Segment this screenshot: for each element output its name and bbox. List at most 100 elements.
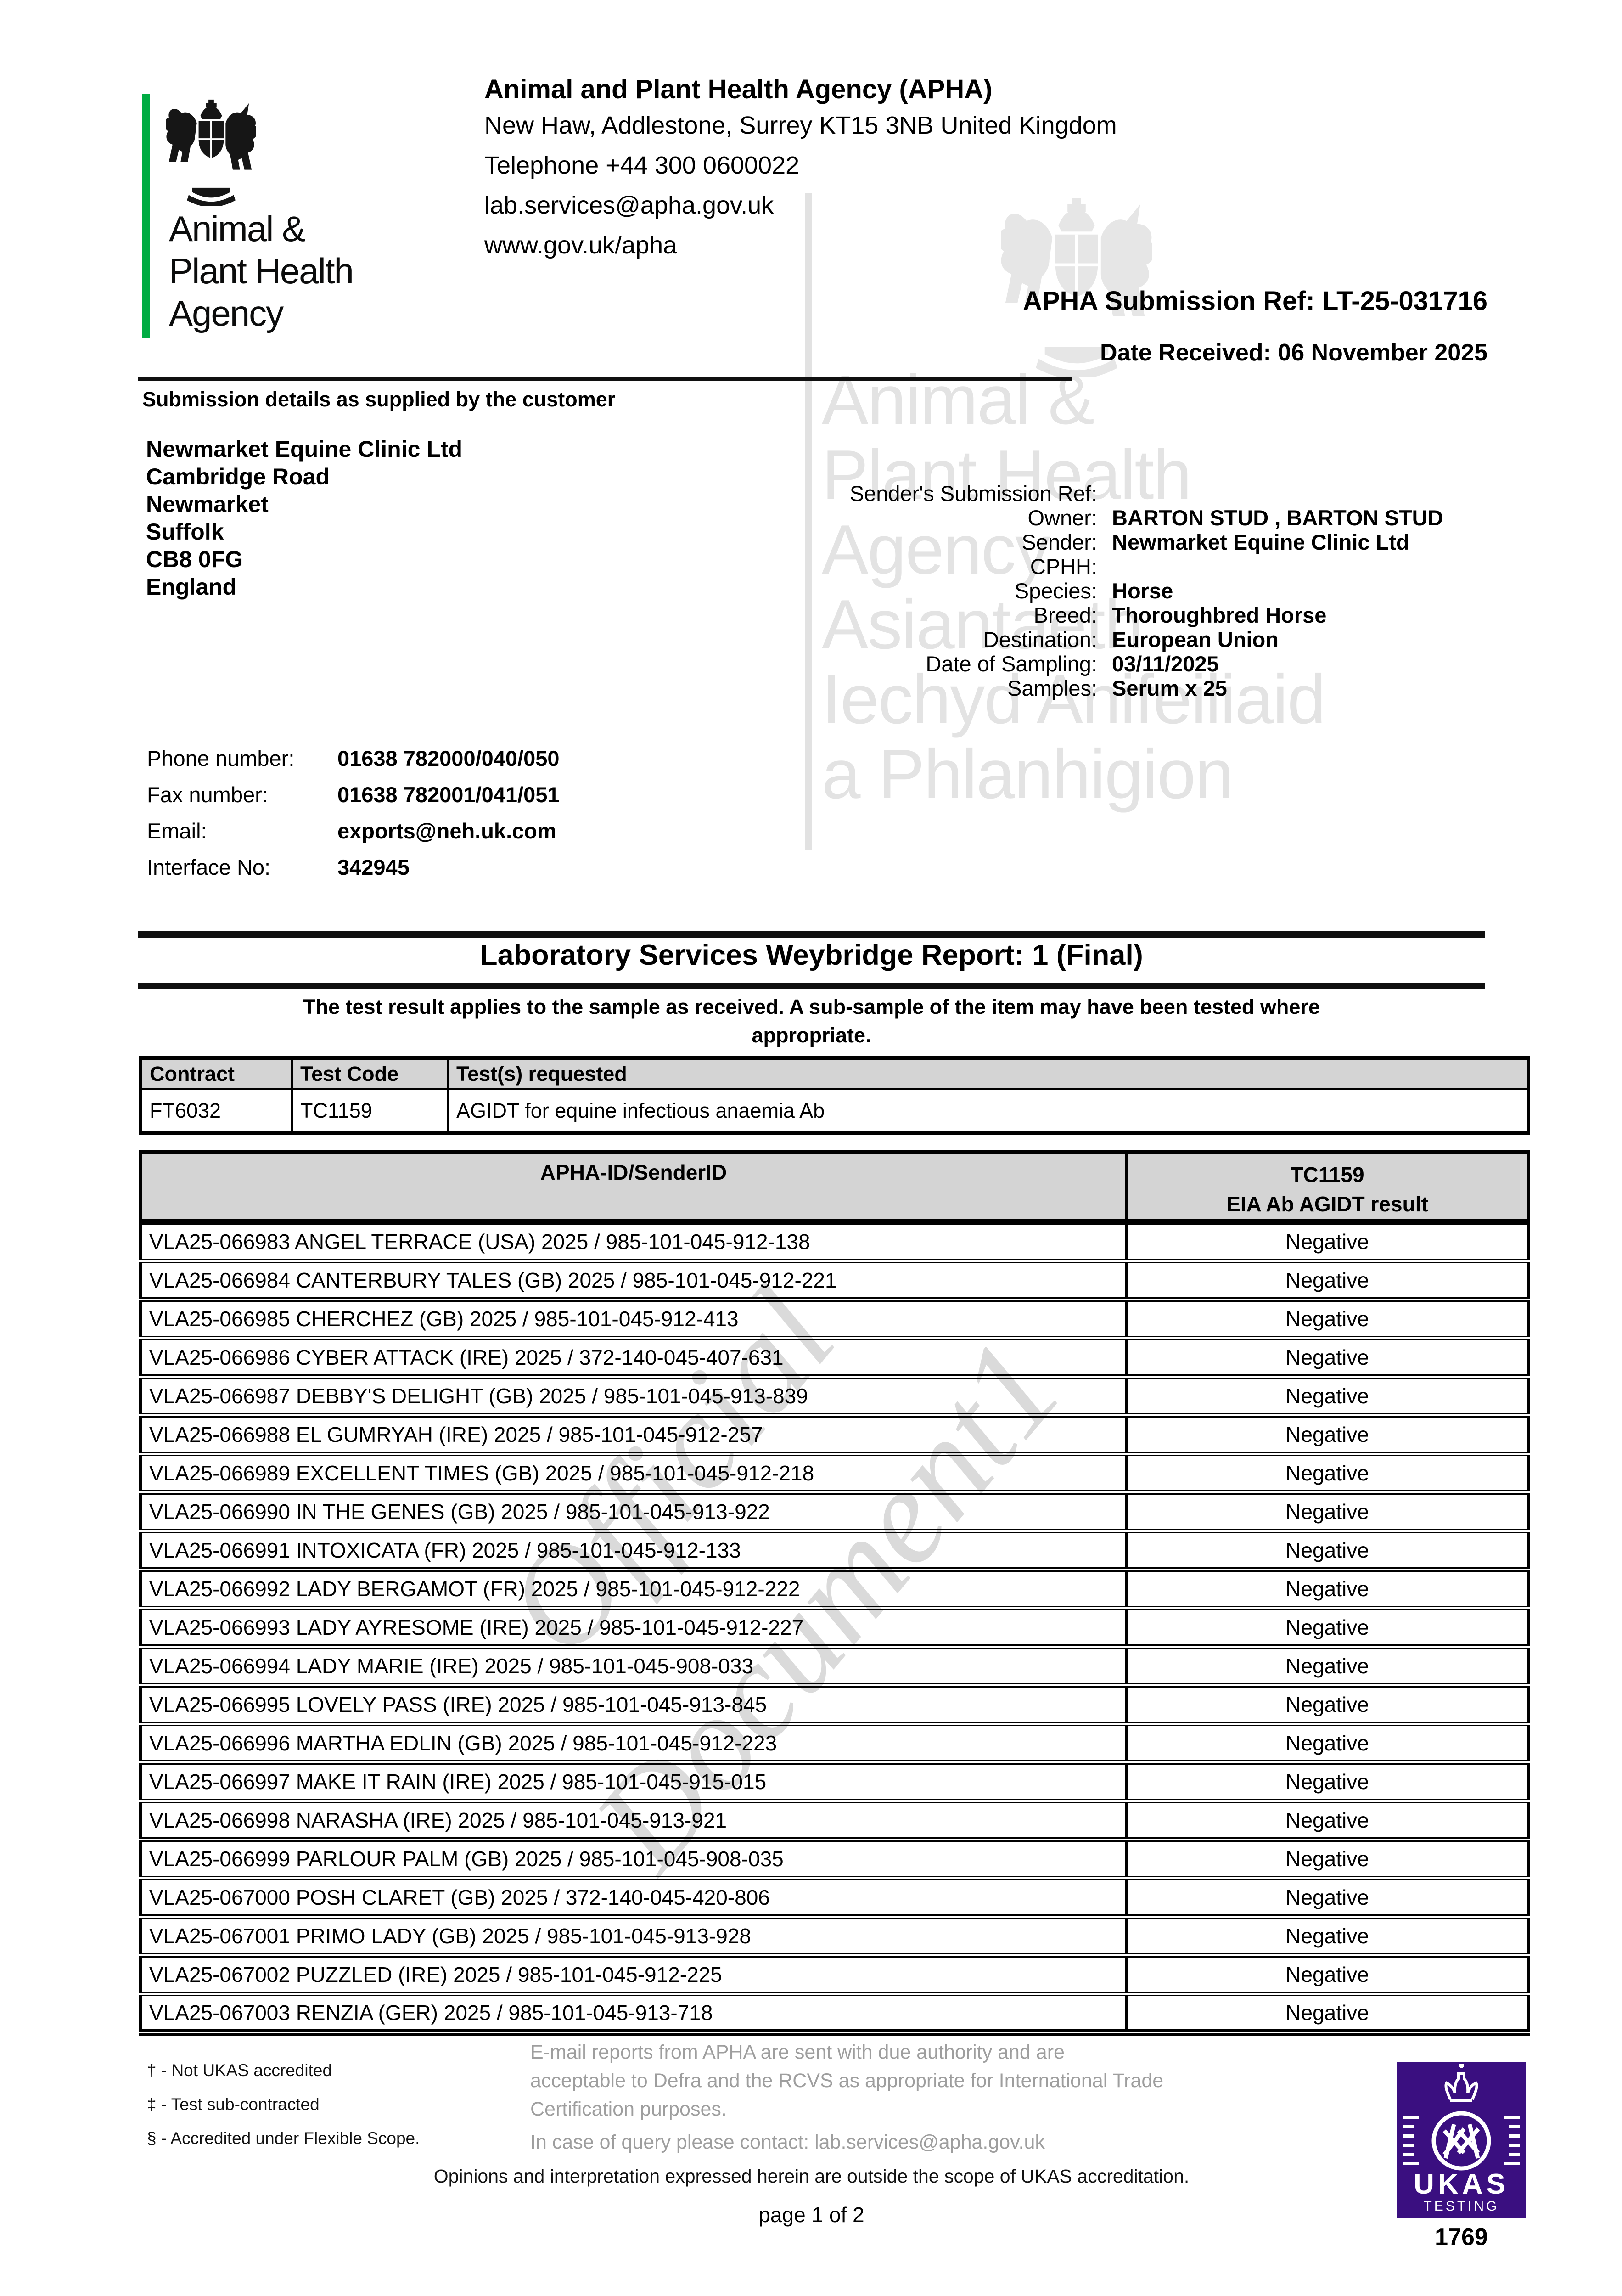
customer-address-line: Newmarket Equine Clinic Ltd	[146, 436, 463, 462]
test-code-value: TC1159	[291, 1088, 449, 1134]
field-label: Breed:	[1033, 603, 1097, 627]
page-number: page 1 of 2	[758, 2203, 864, 2227]
submission-field-row: Owner: BARTON STUD , BARTON STUD	[459, 506, 1443, 530]
apha-logo-royal-crest-icon	[166, 98, 256, 206]
submission-field-row: Samples: Serum x 25	[459, 676, 1443, 700]
sample-id: VLA25-066987 DEBBY'S DELIGHT (GB) 2025 /…	[140, 1376, 1128, 1415]
sample-id: VLA25-066990 IN THE GENES (GB) 2025 / 98…	[140, 1492, 1128, 1531]
result-value: Negative	[1285, 1885, 1369, 1909]
apha-logo-line3: Agency	[169, 293, 284, 333]
customer-address-line: England	[146, 574, 237, 600]
result-row: VLA25-067000 POSH CLARET (GB) 2025 / 372…	[140, 1878, 1529, 1917]
contact-value: 342945	[337, 855, 410, 879]
contact-field-row: Fax number: 01638 782001/041/051	[147, 777, 560, 813]
sample-id: VLA25-067001 PRIMO LADY (GB) 2025 / 985-…	[140, 1916, 1128, 1955]
customer-address-line: CB8 0FG	[146, 546, 243, 572]
submission-details-heading: Submission details as supplied by the cu…	[142, 388, 616, 411]
result-row: VLA25-066989 EXCELLENT TIMES (GB) 2025 /…	[140, 1453, 1529, 1492]
sample-id: VLA25-066993 LADY AYRESOME (IRE) 2025 / …	[140, 1608, 1128, 1647]
contact-value: exports@neh.uk.com	[337, 819, 556, 843]
apha-logo-line2: Plant Health	[169, 251, 354, 291]
result-row: VLA25-067001 PRIMO LADY (GB) 2025 / 985-…	[140, 1916, 1529, 1955]
report-title-bar-bottom	[138, 983, 1485, 989]
field-value: Serum x 25	[1112, 676, 1227, 700]
sample-id: VLA25-066995 LOVELY PASS (IRE) 2025 / 98…	[140, 1685, 1128, 1724]
sample-id: VLA25-066985 CHERCHEZ (GB) 2025 / 985-10…	[140, 1299, 1128, 1338]
contract-table: Contract Test Code Test(s) requested FT6…	[139, 1056, 1530, 1135]
result-row: VLA25-066993 LADY AYRESOME (IRE) 2025 / …	[140, 1608, 1529, 1647]
report-title: Laboratory Services Weybridge Report: 1 …	[480, 939, 1143, 971]
submission-field-row: Date of Sampling: 03/11/2025	[459, 652, 1443, 676]
result-row: VLA25-066995 LOVELY PASS (IRE) 2025 / 98…	[140, 1685, 1529, 1724]
result-row: VLA25-066986 CYBER ATTACK (IRE) 2025 / 3…	[140, 1338, 1529, 1377]
result-row: VLA25-066991 INTOXICATA (FR) 2025 / 985-…	[140, 1531, 1529, 1570]
result-value: Negative	[1285, 1576, 1369, 1601]
result-row: VLA25-066988 EL GUMRYAH (IRE) 2025 / 985…	[140, 1415, 1529, 1454]
ukas-accreditation-number: 1769	[1435, 2224, 1488, 2251]
contact-label: Phone number:	[147, 746, 295, 771]
submission-field-row: Sender's Submission Ref:	[459, 481, 1443, 506]
customer-address-line: Suffolk	[146, 519, 224, 545]
watermark-text-line: Animal &	[822, 361, 1094, 439]
notice-line1: E-mail reports from APHA are sent with d…	[530, 2041, 1065, 2063]
agency-title: Animal and Plant Health Agency (APHA)	[484, 74, 993, 104]
query-contact-line: In case of query please contact: lab.ser…	[530, 2131, 1045, 2153]
sample-id: VLA25-066991 INTOXICATA (FR) 2025 / 985-…	[140, 1531, 1128, 1570]
result-row: VLA25-066998 NARASHA (IRE) 2025 / 985-10…	[140, 1801, 1529, 1840]
result-value: Negative	[1285, 1230, 1369, 1254]
result-row: VLA25-066992 LADY BERGAMOT (FR) 2025 / 9…	[140, 1569, 1529, 1608]
sample-id: VLA25-066988 EL GUMRYAH (IRE) 2025 / 985…	[140, 1415, 1128, 1454]
apha-logo-green-bar	[142, 94, 150, 338]
result-row: VLA25-066999 PARLOUR PALM (GB) 2025 / 98…	[140, 1839, 1529, 1878]
apha-logo-line1: Animal &	[169, 208, 306, 249]
contract-data-row: FT6032 TC1159 AGIDT for equine infectiou…	[140, 1088, 1529, 1134]
field-label: Sender's Submission Ref:	[849, 481, 1097, 506]
watermark-text-line: Iechyd Anifeiliaid	[822, 660, 1326, 738]
field-value: BARTON STUD , BARTON STUD	[1112, 506, 1443, 530]
watermark-text-line: Agency	[822, 511, 1050, 589]
result-value: Negative	[1285, 1306, 1369, 1331]
result-value: Negative	[1285, 1769, 1369, 1794]
field-label: Date of Sampling:	[926, 652, 1097, 676]
agency-header-block: Animal and Plant Health Agency (APHA) Ne…	[484, 73, 1265, 265]
result-column-header-code: TC1159	[1290, 1163, 1364, 1187]
report-note: The test result applies to the sample as…	[138, 993, 1485, 1050]
submission-ref: APHA Submission Ref: LT-25-031716	[1022, 286, 1487, 316]
report-title-bar-top	[138, 931, 1485, 938]
customer-address-line: Newmarket	[146, 491, 269, 517]
footnote-line: ‡ - Test sub-contracted	[147, 2095, 320, 2114]
result-value: Negative	[1285, 1538, 1369, 1562]
email-authority-notice: E-mail reports from APHA are sent with d…	[530, 2038, 1283, 2156]
result-row: VLA25-067003 RENZIA (GER) 2025 / 985-101…	[140, 1993, 1529, 2032]
contract-value: FT6032	[140, 1088, 293, 1134]
sample-id: VLA25-067000 POSH CLARET (GB) 2025 / 372…	[140, 1878, 1128, 1917]
watermark-divider-bar	[805, 193, 812, 850]
result-value: Negative	[1285, 1924, 1369, 1948]
results-header-row: APHA-ID/SenderID TC1159 EIA Ab AGIDT res…	[140, 1152, 1529, 1225]
results-table: APHA-ID/SenderID TC1159 EIA Ab AGIDT res…	[139, 1150, 1530, 2036]
sample-id: VLA25-066983 ANGEL TERRACE (USA) 2025 / …	[140, 1222, 1128, 1261]
submission-fields: Sender's Submission Ref: Owner: BARTON S…	[459, 481, 1443, 700]
contact-label: Fax number:	[147, 782, 268, 807]
result-value: Negative	[1285, 1654, 1369, 1678]
result-value: Negative	[1285, 1808, 1369, 1832]
footnote-line: § - Accredited under Flexible Scope.	[147, 2129, 420, 2148]
field-label: Owner:	[1027, 506, 1098, 530]
agency-email: lab.services@apha.gov.uk	[484, 191, 774, 219]
ukas-wordmark: UKAS	[1414, 2168, 1509, 2200]
submission-field-row: Sender: Newmarket Equine Clinic Ltd	[459, 530, 1443, 554]
sample-id: VLA25-066999 PARLOUR PALM (GB) 2025 / 98…	[140, 1839, 1128, 1878]
field-value: 03/11/2025	[1112, 652, 1219, 676]
date-received: Date Received: 06 November 2025	[1100, 339, 1487, 366]
sample-id: VLA25-066986 CYBER ATTACK (IRE) 2025 / 3…	[140, 1338, 1128, 1377]
header-rule	[138, 377, 1072, 381]
result-value: Negative	[1285, 2000, 1369, 2025]
tests-requested-col-header: Test(s) requested	[447, 1057, 1529, 1090]
contact-label: Email:	[147, 819, 207, 843]
contact-label: Interface No:	[147, 855, 271, 879]
report-note-line1: The test result applies to the sample as…	[303, 995, 1320, 1019]
accreditation-footnotes: † - Not UKAS accredited ‡ - Test sub-cont…	[147, 2054, 420, 2155]
field-label: CPHH:	[1030, 554, 1097, 579]
result-column-header-test: EIA Ab AGIDT result	[1226, 1192, 1428, 1216]
sample-id: VLA25-066984 CANTERBURY TALES (GB) 2025 …	[140, 1261, 1128, 1300]
